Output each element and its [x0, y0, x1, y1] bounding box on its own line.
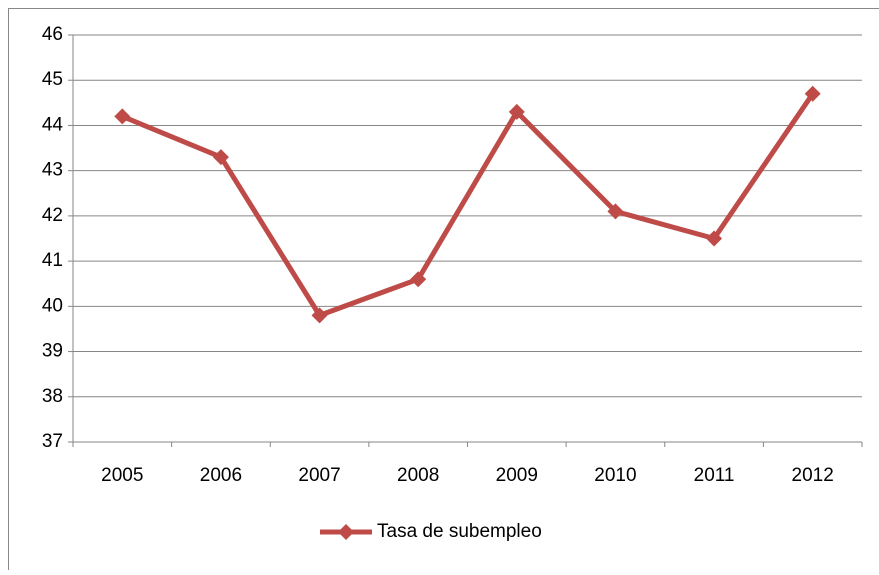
x-tick-label: 2011: [694, 465, 735, 486]
y-tick-label: 38: [42, 386, 63, 407]
legend-label: Tasa de subempleo: [377, 521, 542, 542]
y-tick-label: 41: [42, 250, 63, 271]
y-tick-label: 43: [42, 160, 63, 181]
y-tick-label: 42: [42, 205, 63, 226]
y-tick-label: 44: [42, 114, 64, 135]
x-tick-label: 2012: [792, 465, 834, 486]
x-tick-label: 2007: [298, 465, 340, 486]
y-tick-label: 39: [42, 341, 63, 362]
x-tick-label: 2006: [200, 465, 242, 486]
x-tick-label: 2010: [594, 465, 636, 486]
x-tick-label: 2005: [101, 465, 143, 486]
y-tick-label: 45: [42, 69, 63, 90]
x-tick-label: 2008: [397, 465, 439, 486]
y-tick-label: 37: [42, 431, 63, 452]
y-tick-label: 46: [42, 24, 63, 45]
x-tick-label: 2009: [496, 465, 538, 486]
y-tick-label: 40: [42, 295, 63, 316]
